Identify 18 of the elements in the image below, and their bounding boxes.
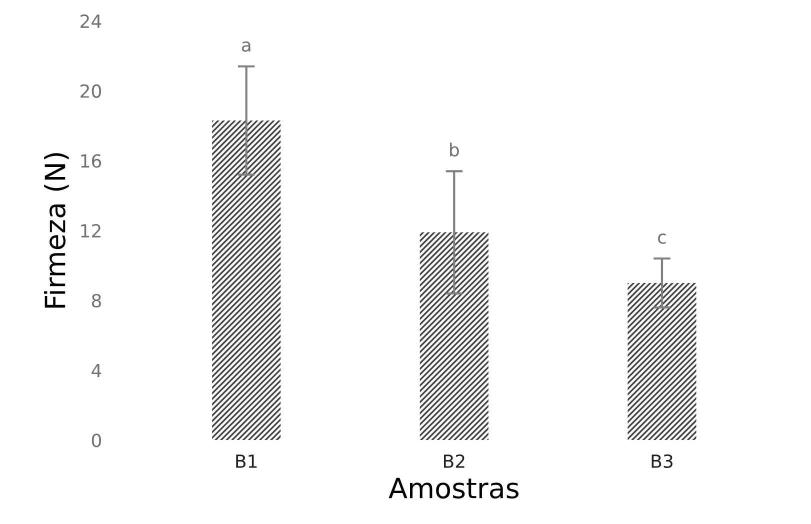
y-tick-label: 12 <box>81 224 100 238</box>
y-tick-label: 4 <box>92 364 102 378</box>
x-axis-title: Amostras <box>388 478 518 499</box>
x-tick-label: B3 <box>652 454 672 468</box>
x-tick-label: B2 <box>444 454 464 468</box>
annotation: b <box>450 142 459 157</box>
y-tick-label: 0 <box>92 434 102 448</box>
bar <box>212 120 281 440</box>
annotation: c <box>658 234 666 244</box>
y-tick-label: 16 <box>81 154 102 168</box>
y-tick-label: 8 <box>92 294 101 308</box>
annotation: a <box>242 41 250 52</box>
x-tick-label: B1 <box>236 454 257 468</box>
y-axis-title: Firmeza (N) <box>44 153 69 308</box>
bar <box>628 282 696 440</box>
y-tick-label: 24 <box>80 14 102 28</box>
bar <box>420 232 488 440</box>
y-tick-label: 20 <box>80 84 102 98</box>
